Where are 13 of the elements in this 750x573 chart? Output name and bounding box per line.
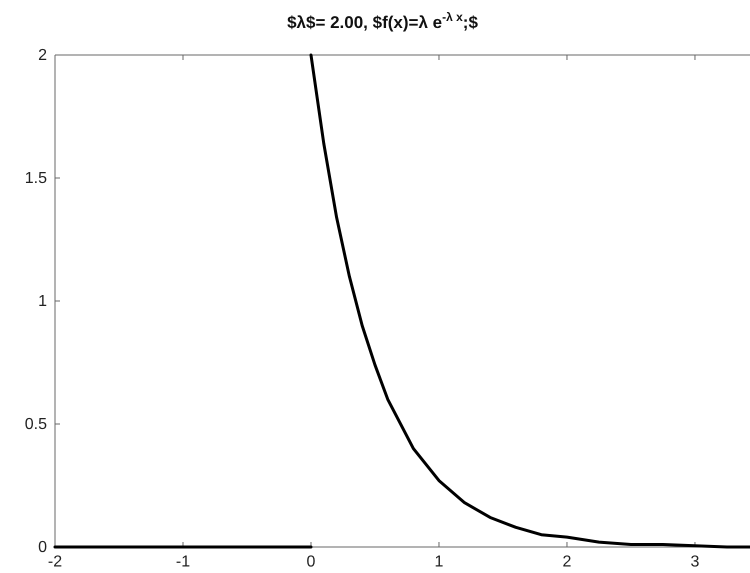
x-tick-label: 1 [434, 553, 444, 570]
x-tick-label: -1 [176, 553, 190, 570]
x-tick-label: 0 [306, 553, 316, 570]
x-tick-label: 2 [562, 553, 572, 570]
y-tick-label: 0.5 [24, 416, 48, 434]
y-tick-label: 1.5 [24, 170, 48, 188]
y-tick-label: 0 [38, 539, 48, 556]
x-tick-label: -2 [48, 553, 62, 570]
x-tick-label: 3 [690, 553, 700, 570]
chart-title: $λ$= 2.00, $f(x)=λ e$^{-λ x}$;$ [287, 10, 478, 32]
line-series [309, 54, 750, 548]
y-tick-label: 1 [38, 293, 48, 310]
y-tick-label: 2 [38, 47, 48, 64]
